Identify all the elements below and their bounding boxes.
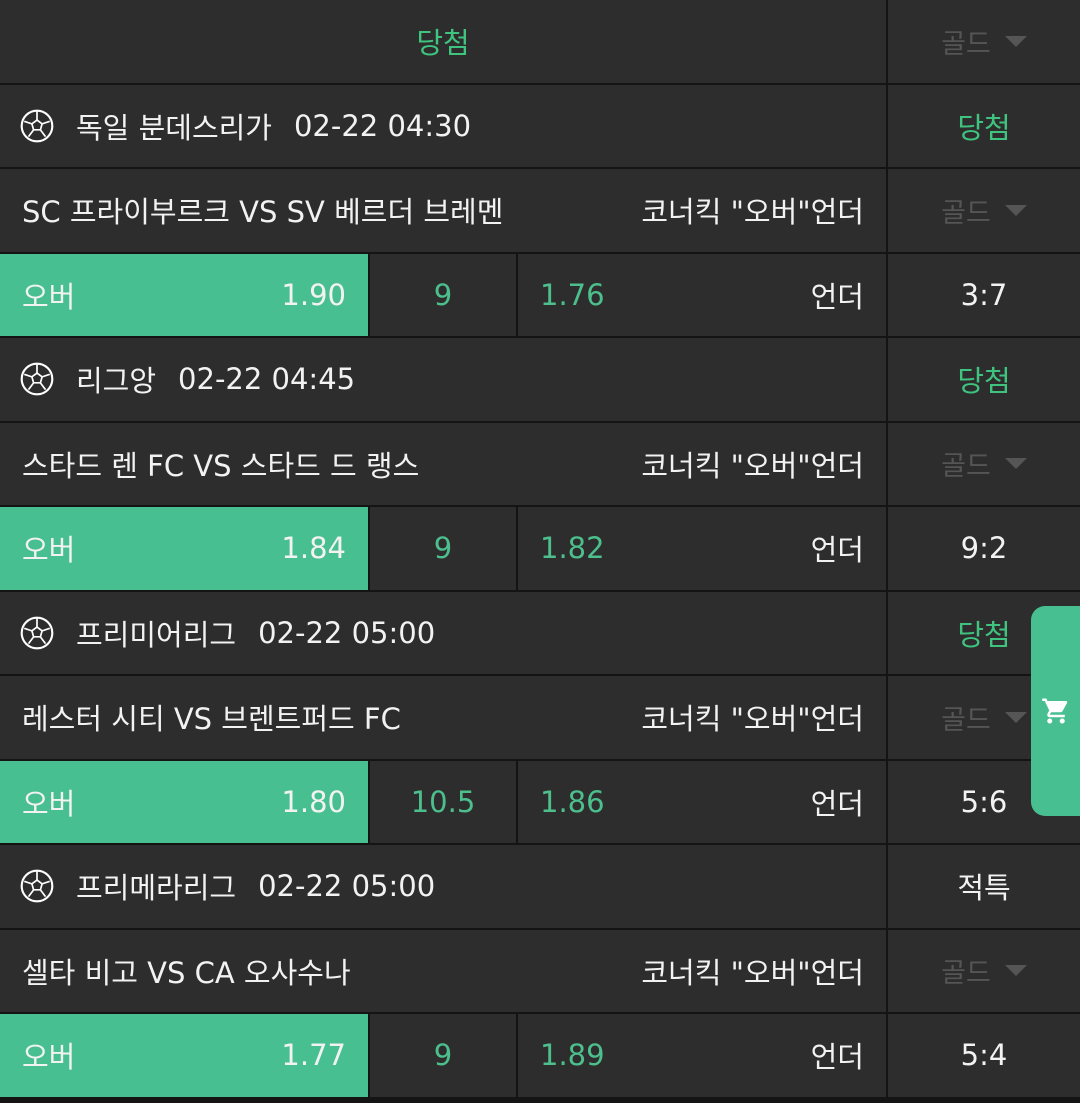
over-label: 오버 xyxy=(22,786,76,821)
market-type: 코너킥 "오버"언더 xyxy=(641,955,864,990)
league-row: 리그앙 02-22 04:45 당첨 xyxy=(0,338,1080,421)
soccer-ball-icon xyxy=(20,109,54,143)
under-label: 언더 xyxy=(810,1040,864,1075)
caret-down-icon xyxy=(1004,458,1027,470)
gold-dropdown[interactable]: 골드 xyxy=(888,422,1080,505)
match-time: 02-22 04:30 xyxy=(293,108,472,143)
match-teams: SC 프라이부르크 VS SV 베르더 브레멘 xyxy=(22,195,504,230)
match-row: 레스터 시티 VS 브렌트퍼드 FC 코너킥 "오버"언더 골드 xyxy=(0,676,1080,759)
over-option-selected[interactable]: 오버 1.84 xyxy=(0,507,368,590)
over-label: 오버 xyxy=(22,279,76,314)
over-odds: 1.84 xyxy=(281,531,346,566)
handicap-line: 10.5 xyxy=(370,760,516,843)
over-odds: 1.90 xyxy=(281,277,346,312)
over-odds: 1.77 xyxy=(281,1038,346,1073)
league-row: 프리미어리그 02-22 05:00 당첨 xyxy=(0,591,1080,674)
gold-dropdown[interactable]: 골드 xyxy=(888,169,1080,252)
soccer-ball-icon xyxy=(20,362,54,396)
over-label: 오버 xyxy=(22,1040,76,1075)
gold-label: 골드 xyxy=(941,958,991,990)
market-type: 코너킥 "오버"언더 xyxy=(641,195,864,230)
game-block: 독일 분데스리가 02-22 04:30 당첨 SC 프라이부르크 VS SV 베… xyxy=(0,84,1080,336)
odds-row: 오버 1.90 9 1.76 언더 3:7 xyxy=(0,253,1080,336)
game-block: 프리메라리그 02-22 05:00 적특 셀타 비고 VS CA 오사수나 코너킥… xyxy=(0,845,1080,1097)
under-odds: 1.89 xyxy=(540,1038,605,1073)
soccer-ball-icon xyxy=(20,616,54,650)
header-row: 당첨 골드 xyxy=(0,0,1080,83)
match-teams: 레스터 시티 VS 브렌트퍼드 FC xyxy=(22,702,401,737)
gold-dropdown[interactable]: 골드 xyxy=(888,929,1080,1012)
under-label: 언더 xyxy=(810,279,864,314)
soccer-ball-icon xyxy=(20,869,54,903)
odds-row: 오버 1.84 9 1.82 언더 9:2 xyxy=(0,507,1080,590)
handicap-line: 9 xyxy=(370,253,516,336)
gold-label: 골드 xyxy=(941,28,991,60)
over-option-selected[interactable]: 오버 1.80 xyxy=(0,760,368,843)
caret-down-icon xyxy=(1004,965,1027,977)
gold-label: 골드 xyxy=(941,197,991,229)
over-option-selected[interactable]: 오버 1.77 xyxy=(0,1014,368,1097)
game-block: 프리미어리그 02-22 05:00 당첨 레스터 시티 VS 브렌트퍼드 FC 코… xyxy=(0,591,1080,843)
under-option[interactable]: 1.76 언더 xyxy=(518,253,886,336)
league-name: 프리메라리그 xyxy=(76,871,237,906)
status-badge: 당첨 xyxy=(888,338,1080,421)
gold-label: 골드 xyxy=(941,451,991,483)
under-odds: 1.76 xyxy=(540,277,605,312)
gold-label: 골드 xyxy=(941,704,991,736)
under-odds: 1.86 xyxy=(540,784,605,819)
match-row: 스타드 렌 FC VS 스타드 드 랭스 코너킥 "오버"언더 골드 xyxy=(0,422,1080,505)
market-type: 코너킥 "오버"언더 xyxy=(641,448,864,483)
header-status: 당첨 xyxy=(0,0,886,83)
under-label: 언더 xyxy=(810,533,864,568)
caret-down-icon xyxy=(1004,35,1027,47)
match-row: SC 프라이부르크 VS SV 베르더 브레멘 코너킥 "오버"언더 골드 xyxy=(0,169,1080,252)
over-odds: 1.80 xyxy=(281,784,346,819)
under-option[interactable]: 1.82 언더 xyxy=(518,507,886,590)
under-option[interactable]: 1.86 언더 xyxy=(518,760,886,843)
over-option-selected[interactable]: 오버 1.90 xyxy=(0,253,368,336)
under-option[interactable]: 1.89 언더 xyxy=(518,1014,886,1097)
gold-dropdown[interactable]: 골드 xyxy=(888,0,1080,83)
under-label: 언더 xyxy=(810,786,864,821)
match-teams: 셀타 비고 VS CA 오사수나 xyxy=(22,955,351,990)
game-block: 리그앙 02-22 04:45 당첨 스타드 렌 FC VS 스타드 드 랭스 코너… xyxy=(0,338,1080,590)
shopping-cart-icon xyxy=(1042,698,1068,724)
handicap-line: 9 xyxy=(370,1014,516,1097)
final-score: 5:4 xyxy=(888,1014,1080,1097)
cart-button[interactable] xyxy=(1031,606,1080,816)
market-type: 코너킥 "오버"언더 xyxy=(641,702,864,737)
under-odds: 1.82 xyxy=(540,531,605,566)
caret-down-icon xyxy=(1004,711,1027,723)
league-name: 리그앙 xyxy=(76,364,157,399)
league-row: 독일 분데스리가 02-22 04:30 당첨 xyxy=(0,84,1080,167)
match-teams: 스타드 렌 FC VS 스타드 드 랭스 xyxy=(22,448,420,483)
final-score: 3:7 xyxy=(888,253,1080,336)
odds-row: 오버 1.77 9 1.89 언더 5:4 xyxy=(0,1014,1080,1097)
league-row: 프리메라리그 02-22 05:00 적특 xyxy=(0,845,1080,928)
status-badge: 적특 xyxy=(888,845,1080,928)
league-name: 프리미어리그 xyxy=(76,617,237,652)
match-row: 셀타 비고 VS CA 오사수나 코너킥 "오버"언더 골드 xyxy=(0,929,1080,1012)
match-time: 02-22 05:00 xyxy=(258,615,436,650)
status-badge: 당첨 xyxy=(888,84,1080,167)
over-label: 오버 xyxy=(22,533,76,568)
match-time: 02-22 04:45 xyxy=(178,362,356,397)
odds-row: 오버 1.80 10.5 1.86 언더 5:6 xyxy=(0,760,1080,843)
final-score: 9:2 xyxy=(888,507,1080,590)
match-time: 02-22 05:00 xyxy=(258,869,436,904)
league-name: 독일 분데스리가 xyxy=(76,110,272,145)
handicap-line: 9 xyxy=(370,507,516,590)
caret-down-icon xyxy=(1004,204,1027,216)
